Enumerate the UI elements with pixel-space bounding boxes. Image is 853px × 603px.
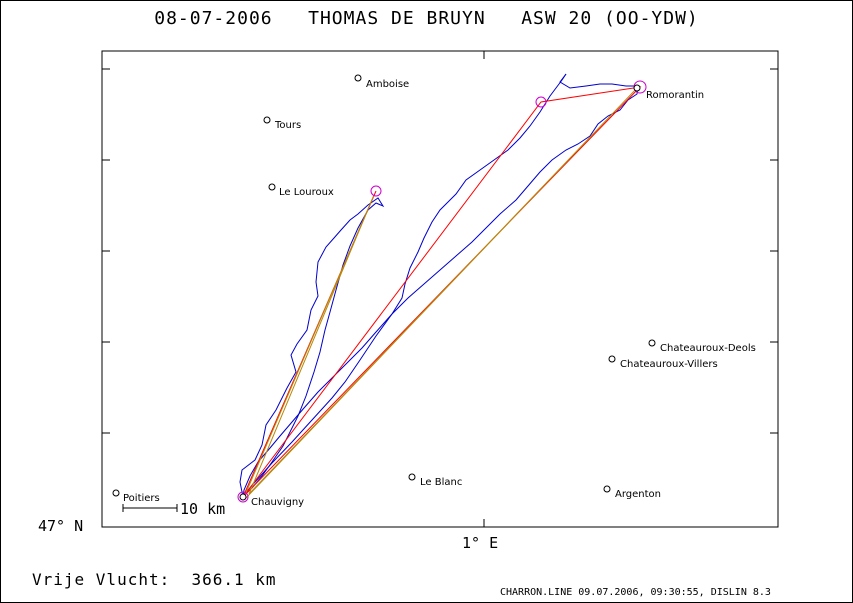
city-marker — [603, 485, 611, 493]
city-label: Chateauroux-Deols — [660, 343, 756, 354]
city-label: Chateauroux-Villers — [620, 359, 718, 370]
free-flight-line — [244, 87, 638, 499]
city-marker — [263, 116, 271, 124]
city-label: Tours — [274, 120, 301, 131]
city-label: Le Blanc — [420, 477, 462, 488]
city-label: Le Louroux — [279, 187, 334, 198]
city-label: Poitiers — [123, 493, 160, 504]
flight-title: 08-07-2006 THOMAS DE BRUYN ASW 20 (OO-YD… — [154, 8, 699, 29]
city-label: Romorantin — [646, 90, 704, 101]
city-marker — [608, 355, 616, 363]
city-marker — [633, 84, 641, 92]
city-marker — [268, 183, 276, 191]
city-marker — [648, 339, 656, 347]
latitude-label: 47° N — [38, 517, 83, 535]
footer-info: CHARRON.LINE 09.07.2006, 09:30:55, DISLI… — [500, 587, 771, 598]
plot-frame — [101, 50, 779, 528]
scale-bar: 10 km — [122, 500, 225, 518]
scale-bar-label: 10 km — [180, 500, 225, 518]
city-marker — [354, 74, 362, 82]
city-label: Chauvigny — [251, 497, 304, 508]
city-label: Amboise — [366, 79, 409, 90]
cities: Amboise Tours Le Louroux Romorantin Chat… — [112, 74, 756, 508]
city-marker — [239, 493, 247, 501]
city-marker — [112, 489, 120, 497]
free-flight-distance: Vrije Vlucht: 366.1 km — [32, 570, 277, 589]
city-marker — [408, 473, 416, 481]
flight-track — [239, 73, 639, 498]
longitude-label: 1° E — [462, 534, 498, 552]
tick-marks — [102, 51, 778, 527]
city-label: Argenton — [615, 489, 661, 500]
